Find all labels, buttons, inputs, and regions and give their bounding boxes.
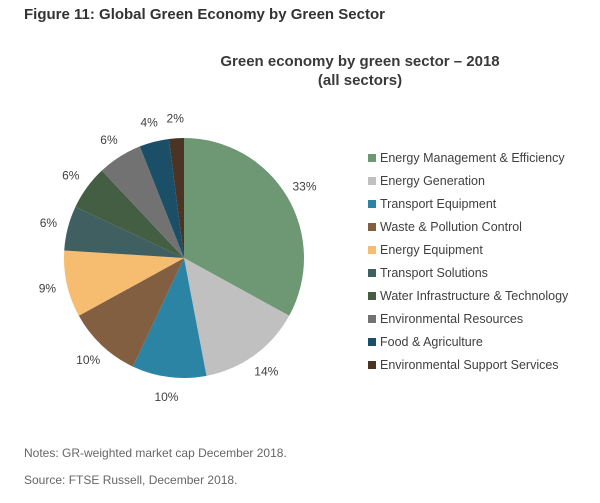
pie-slice-environmental-resources xyxy=(101,146,184,258)
data-label: 9% xyxy=(39,282,57,296)
legend-item: Environmental Support Services xyxy=(368,353,568,376)
legend-label: Water Infrastructure & Technology xyxy=(380,288,569,303)
notes-text: Notes: GR-weighted market cap December 2… xyxy=(24,446,287,460)
legend-item: Environmental Resources xyxy=(368,307,568,330)
legend-swatch xyxy=(368,176,376,185)
legend-swatch xyxy=(368,153,376,162)
data-label: 6% xyxy=(40,216,58,230)
legend-swatch xyxy=(368,360,376,369)
legend-item: Transport Solutions xyxy=(368,261,568,284)
figure-title: Figure 11: Global Green Economy by Green… xyxy=(24,6,385,23)
legend-label: Energy Management & Efficiency xyxy=(380,150,565,165)
pie-slice-transport-solutions xyxy=(64,206,184,258)
pie-slice-energy-equipment xyxy=(63,250,184,316)
legend-item: Transport Equipment xyxy=(368,192,568,215)
pie-slice-water-infrastructure-technology xyxy=(75,170,184,258)
pie-slices xyxy=(63,138,304,379)
chart-title: Green economy by green sector – 2018 xyxy=(220,53,500,70)
data-label: 33% xyxy=(292,180,316,194)
legend-item: Water Infrastructure & Technology xyxy=(368,284,568,307)
legend-swatch xyxy=(368,291,376,300)
data-label: 4% xyxy=(141,115,159,129)
legend-label: Energy Generation xyxy=(380,173,485,188)
legend-label: Environmental Resources xyxy=(380,311,524,326)
legend: Energy Management & Efficiency Energy Gen… xyxy=(368,146,568,376)
pie-slice-energy-management-efficiency xyxy=(184,138,304,316)
legend-label: Energy Equipment xyxy=(380,242,483,257)
legend-swatch xyxy=(368,222,376,231)
data-label: 10% xyxy=(76,353,100,367)
legend-label: Environmental Support Services xyxy=(380,357,559,372)
chart-title-block: Green economy by green sector – 2018 (al… xyxy=(0,52,600,90)
legend-swatch xyxy=(368,337,376,346)
chart-subtitle: (all sectors) xyxy=(317,72,403,89)
pie-slice-transport-equipment xyxy=(132,258,207,379)
pie-slice-environmental-support-services xyxy=(168,138,184,258)
legend-label: Transport Solutions xyxy=(380,265,488,280)
legend-item: Energy Equipment xyxy=(368,238,568,261)
source-text: Source: FTSE Russell, December 2018. xyxy=(24,473,238,487)
legend-item: Energy Management & Efficiency xyxy=(368,146,568,169)
data-label: 10% xyxy=(154,390,178,404)
pie-slice-waste-pollution-control xyxy=(78,258,184,367)
pie-slice-food-agriculture xyxy=(139,138,184,258)
data-label: 2% xyxy=(167,111,185,125)
legend-swatch xyxy=(368,245,376,254)
legend-label: Waste & Pollution Control xyxy=(380,219,522,234)
legend-item: Energy Generation xyxy=(368,169,568,192)
legend-label: Food & Agriculture xyxy=(380,334,483,349)
legend-item: Food & Agriculture xyxy=(368,330,568,353)
legend-item: Waste & Pollution Control xyxy=(368,215,568,238)
legend-swatch xyxy=(368,314,376,323)
legend-label: Transport Equipment xyxy=(380,196,497,211)
data-label: 14% xyxy=(254,364,278,378)
data-label: 6% xyxy=(100,133,118,147)
data-label: 6% xyxy=(62,169,80,183)
pie-labels: 33% 14% 10% 10% 9% 6% 6% 6% 4% 2% xyxy=(39,111,317,404)
pie-slice-energy-generation xyxy=(184,258,290,376)
legend-swatch xyxy=(368,199,376,208)
legend-swatch xyxy=(368,268,376,277)
